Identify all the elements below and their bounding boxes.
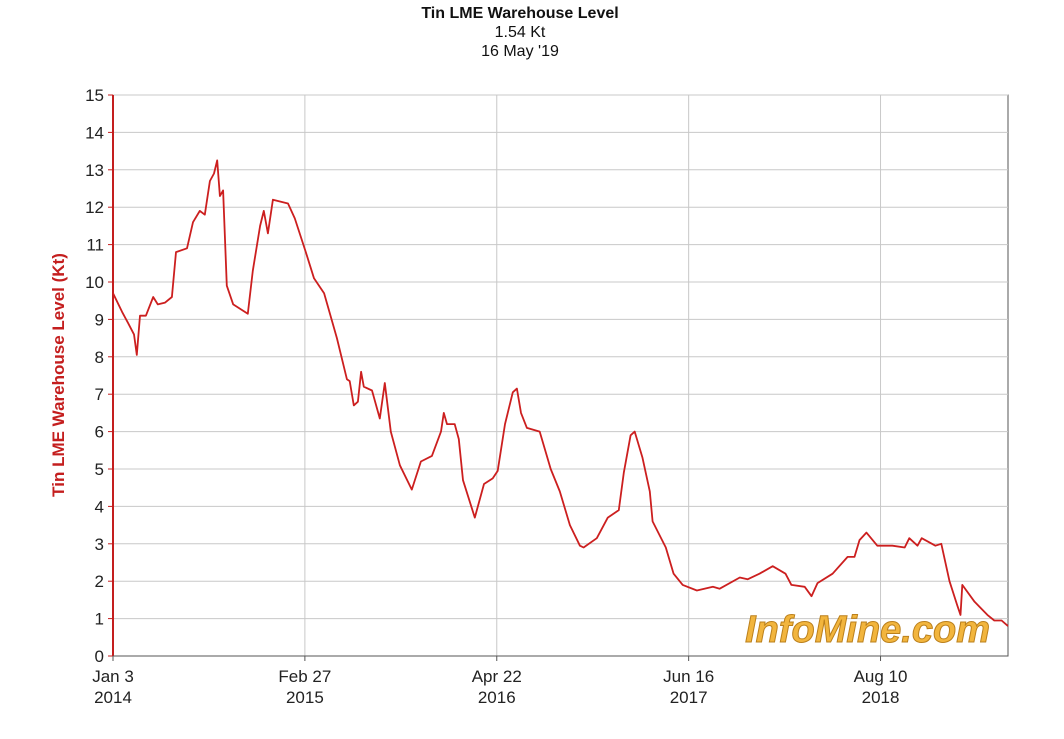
y-tick-label: 14 (85, 123, 104, 142)
y-tick-label: 1 (95, 610, 104, 629)
plot-area (112, 94, 1009, 657)
y-tick-label: 3 (95, 535, 104, 554)
y-tick-label: 13 (85, 161, 104, 180)
y-tick-label: 5 (95, 460, 104, 479)
y-tick-label: 15 (85, 86, 104, 105)
data-line (112, 159, 1009, 627)
y-tick-label: 8 (95, 348, 104, 367)
y-tick-label: 11 (86, 236, 104, 255)
y-tick-label: 12 (85, 198, 104, 217)
y-tick-label: 6 (95, 423, 104, 442)
x-tick-label: Jun 16 2017 (663, 667, 715, 707)
chart-subtitle: 1.54 Kt (494, 24, 546, 41)
y-tick-label: 0 (95, 647, 104, 666)
x-tick-label: Apr 22 2016 (471, 667, 522, 707)
watermark: InfoMine.com (745, 609, 990, 651)
chart-date: 16 May '19 (481, 43, 559, 60)
y-tick-label: 2 (95, 572, 104, 591)
chart-title: Tin LME Warehouse Level (421, 5, 619, 22)
y-tick-label: 7 (95, 385, 104, 404)
x-tick-label: Feb 27 2015 (278, 667, 332, 707)
y-tick-label: 9 (95, 310, 104, 329)
y-tick-label: 10 (85, 273, 104, 292)
y-axis-label: Tin LME Warehouse Level (Kt) (49, 253, 68, 497)
x-tick-label: Aug 10 2018 (853, 667, 908, 707)
x-tick-label: Jan 3 2014 (92, 667, 134, 707)
y-tick-label: 4 (95, 497, 104, 516)
